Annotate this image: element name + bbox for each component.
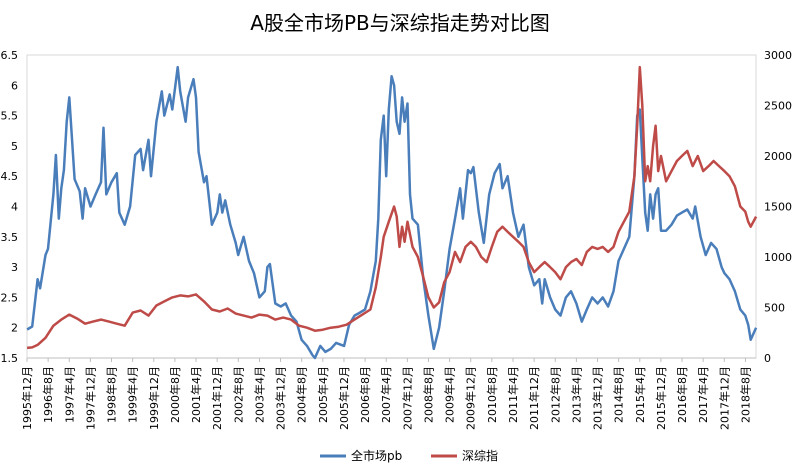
x-tick-label: 2010年8月 — [485, 366, 499, 423]
axes: 1.5 2 2.5 3 3.5 4 4.5 5 5.5 6 6.5 0 500 1000 1500 2000 2… — [1, 49, 793, 430]
legend: 全市场pb 深综指 — [320, 448, 498, 463]
y-left-tick-label: 3.5 — [1, 231, 19, 244]
y-left-tick-label: 2.5 — [1, 291, 19, 304]
y-left-tick-label: 5.5 — [1, 110, 19, 123]
y-right-tick-label: 2500 — [764, 100, 792, 113]
x-tick-label: 1997年4月 — [62, 366, 76, 423]
x-tick-label: 2014年8月 — [612, 366, 626, 423]
x-tick-label: 2018年8月 — [738, 366, 752, 423]
y-right-tick-label: 1500 — [764, 201, 792, 214]
x-tick-label: 1998年8月 — [105, 366, 119, 423]
x-tick-label: 2016年8月 — [675, 366, 689, 423]
x-tick-label: 1995年12月 — [20, 366, 34, 430]
x-tick-label: 2000年8月 — [168, 366, 182, 423]
x-tick-label: 1996年8月 — [41, 366, 55, 423]
series-line-pb — [26, 65, 758, 360]
x-tick-label: 1999年12月 — [147, 366, 161, 430]
y-left-tick-label: 2 — [11, 322, 18, 335]
x-tick-label: 2004年8月 — [295, 366, 309, 423]
x-tick-label: 1999年4月 — [126, 366, 140, 423]
chart-title: A股全市场PB与深综指走势对比图 — [250, 11, 549, 35]
y-right-tick-label: 2000 — [764, 150, 792, 163]
x-tick-label: 1997年12月 — [83, 366, 97, 430]
x-tick-label: 2015年4月 — [633, 366, 647, 423]
x-tick-label: 2007年4月 — [379, 366, 393, 423]
y-right-tick-label: 0 — [764, 352, 771, 365]
x-tick-label: 2017年12月 — [717, 366, 731, 430]
y-right-tick-label: 500 — [764, 302, 785, 315]
x-tick-label: 2009年4月 — [443, 366, 457, 423]
x-tick-label: 2005年12月 — [337, 366, 351, 430]
x-tick-label: 2005年4月 — [316, 366, 330, 423]
y-left-tick-label: 4 — [11, 201, 18, 214]
x-tick-label: 2011年12月 — [527, 366, 541, 430]
y-left-tick-label: 1.5 — [1, 352, 19, 365]
x-tick-label: 2015年12月 — [654, 366, 668, 430]
x-tick-label: 2001年4月 — [189, 366, 203, 423]
x-tick-label: 2011年4月 — [506, 366, 520, 423]
series-layer — [26, 65, 758, 360]
x-tick-label: 2006年8月 — [358, 366, 372, 423]
x-tick-label: 2003年12月 — [274, 366, 288, 430]
x-tick-label: 2001年12月 — [210, 366, 224, 430]
x-tick-label: 2012年8月 — [548, 366, 562, 423]
x-tick-label: 2009年12月 — [464, 366, 478, 430]
x-tick-label: 2008年8月 — [421, 366, 435, 423]
y-left-tick-label: 3 — [11, 261, 18, 274]
legend-label: 全市场pb — [351, 448, 402, 463]
x-tick-label: 2013年12月 — [591, 366, 605, 430]
series-line-index — [26, 65, 758, 350]
x-tick-label: 2003年4月 — [252, 366, 266, 423]
y-left-tick-label: 4.5 — [1, 170, 19, 183]
y-right-tick-label: 3000 — [764, 49, 792, 62]
y-left-tick-label: 6.5 — [1, 49, 19, 62]
x-tick-label: 2017年4月 — [696, 366, 710, 423]
x-tick-label: 2013年4月 — [569, 366, 583, 423]
y-left-tick-label: 5 — [11, 140, 18, 153]
legend-label: 深综指 — [462, 448, 498, 463]
y-right-tick-label: 1000 — [764, 251, 792, 264]
x-tick-label: 2007年12月 — [400, 366, 414, 430]
y-left-tick-label: 6 — [11, 79, 18, 92]
x-tick-label: 2002年8月 — [231, 366, 245, 423]
